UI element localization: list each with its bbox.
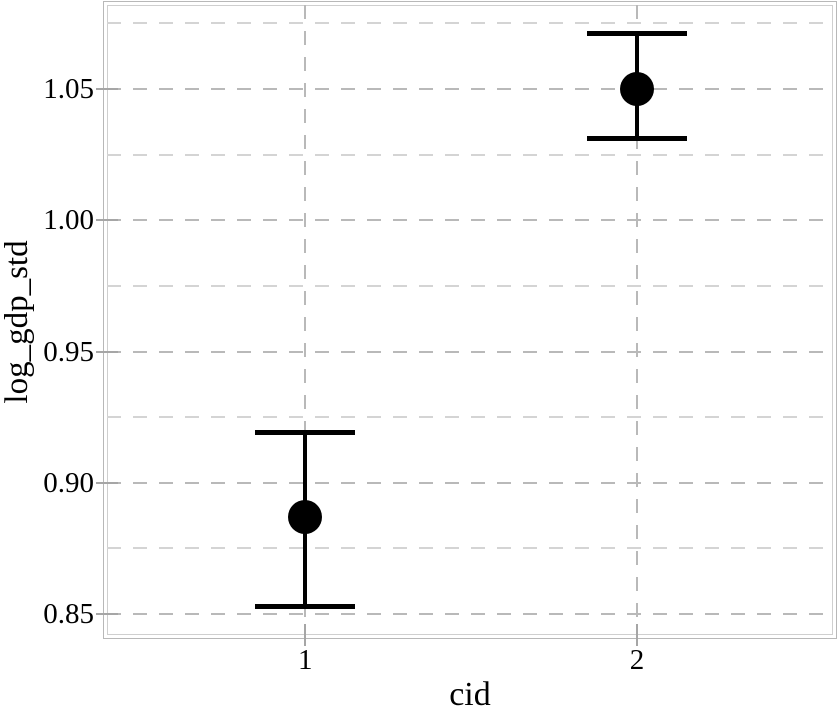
major-gridline-horizontal xyxy=(107,88,833,90)
major-gridline-horizontal xyxy=(107,613,833,615)
major-gridline-horizontal xyxy=(107,219,833,222)
minor-gridline-horizontal xyxy=(107,547,833,550)
plot-area xyxy=(107,5,833,635)
error-bar-upper-cap xyxy=(586,31,687,37)
minor-gridline-horizontal xyxy=(107,22,833,25)
y-tick-mark xyxy=(96,481,118,484)
minor-gridline-horizontal xyxy=(107,153,833,156)
y-tick-label: 0.85 xyxy=(43,598,94,630)
minor-gridline-horizontal xyxy=(107,284,833,287)
x-axis-label: cid xyxy=(449,676,491,713)
x-tick-label: 2 xyxy=(629,644,645,676)
x-tick-label: 1 xyxy=(297,644,313,676)
y-tick-mark xyxy=(96,613,118,615)
error-bar-lower-cap xyxy=(586,136,687,142)
point-marker xyxy=(619,72,654,106)
x-tick-mark xyxy=(304,624,307,646)
y-tick-label: 0.90 xyxy=(43,466,94,499)
x-tick-mark xyxy=(635,624,638,646)
y-axis-label: log_gdp_std xyxy=(0,240,35,404)
error-bar-upper-cap xyxy=(255,430,356,436)
error-bar-lower-cap xyxy=(255,603,356,609)
major-gridline-horizontal xyxy=(107,350,833,353)
y-tick-mark xyxy=(96,88,118,90)
major-gridline-vertical xyxy=(635,5,638,635)
y-tick-label: 0.95 xyxy=(43,335,94,368)
minor-gridline-horizontal xyxy=(107,416,833,419)
y-tick-label: 1.05 xyxy=(43,73,94,105)
y-tick-mark xyxy=(96,350,118,353)
y-tick-label: 1.00 xyxy=(43,204,94,237)
y-tick-mark xyxy=(96,219,118,222)
point-marker xyxy=(288,499,323,534)
major-gridline-horizontal xyxy=(107,481,833,484)
major-gridline-vertical xyxy=(304,5,307,635)
